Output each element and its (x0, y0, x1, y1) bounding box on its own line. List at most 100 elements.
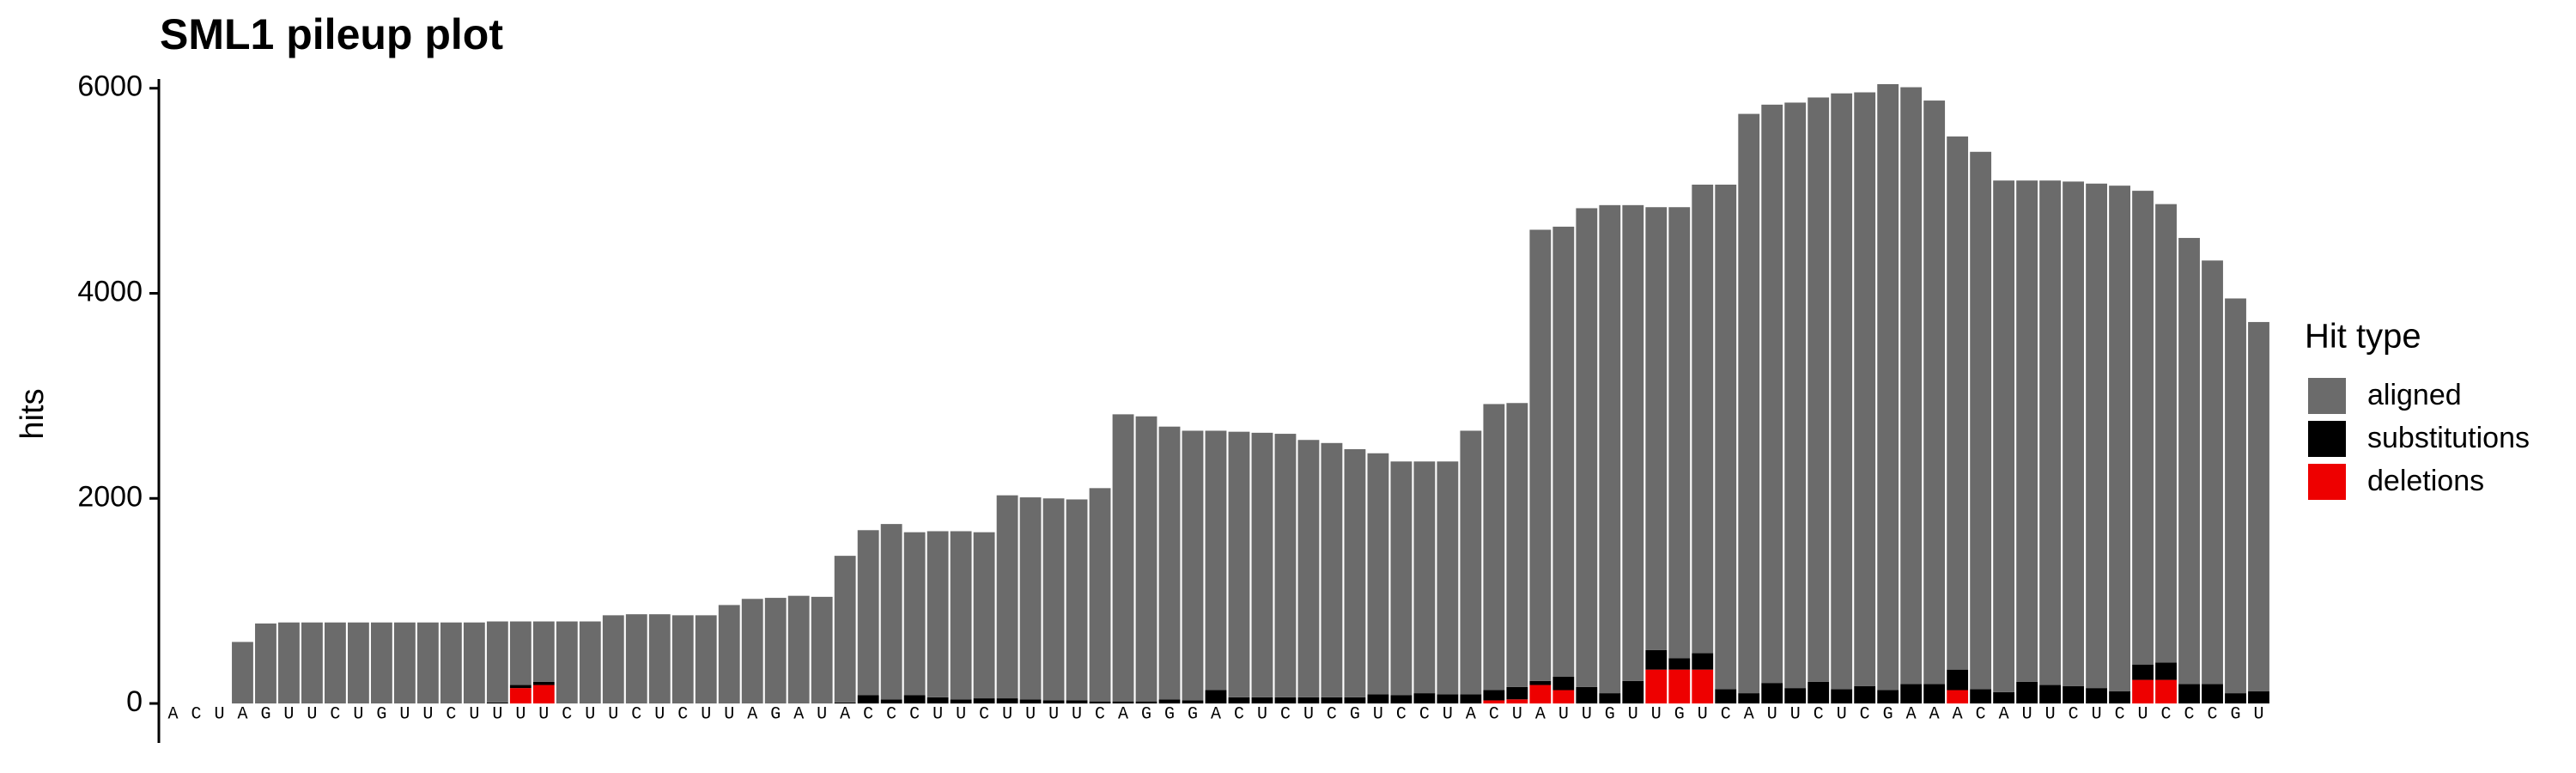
x-tick-label: C (1280, 704, 1291, 724)
bar-segment (996, 495, 1018, 699)
bar-segment (1947, 136, 1969, 670)
bar-segment (1599, 693, 1621, 704)
bar-segment (950, 531, 972, 700)
bar-segment (2202, 684, 2223, 704)
x-tick-label: G (376, 704, 386, 724)
x-tick-label: U (214, 704, 224, 724)
x-tick-label: U (492, 704, 502, 724)
x-tick-label: A (1906, 704, 1917, 724)
bar-segment (1877, 690, 1899, 704)
bar-segment (440, 622, 462, 704)
x-tick-label: A (1211, 704, 1221, 724)
x-tick-label: G (1605, 704, 1615, 724)
bar-segment (1900, 87, 1923, 685)
x-tick-label: U (724, 704, 734, 724)
bar-segment (1645, 207, 1668, 650)
bar-segment (1576, 208, 1598, 687)
x-tick-label: C (1721, 704, 1731, 724)
bar-segment (1019, 497, 1042, 700)
bar-segment (1715, 184, 1737, 690)
bar-segment (1089, 488, 1111, 702)
bar-segment (2039, 180, 2062, 685)
bar-segment (1692, 669, 1714, 704)
x-tick-label: U (283, 704, 294, 724)
bar-segment (1506, 686, 1528, 700)
x-tick-label: G (1350, 704, 1360, 724)
x-tick-label: C (1419, 704, 1430, 724)
bar-segment (1831, 93, 1853, 690)
bar-segment (1854, 92, 1876, 686)
bar-segment (509, 688, 532, 704)
x-tick-label: U (1767, 704, 1777, 724)
bar-segment (1483, 404, 1505, 691)
x-tick-label: U (933, 704, 943, 724)
x-tick-label: U (1628, 704, 1638, 724)
x-tick-label: U (1072, 704, 1082, 724)
bar-segment (1182, 700, 1204, 704)
x-tick-label: C (562, 704, 572, 724)
bar-segment (1135, 416, 1157, 702)
bar-segment (1019, 699, 1042, 704)
bar-segment (2016, 180, 2038, 682)
legend-label: substitutions (2367, 422, 2530, 454)
bar-segment (996, 698, 1018, 704)
bar-segment (1923, 684, 1946, 704)
bar-segment (1993, 180, 2015, 692)
x-tick-label: C (1396, 704, 1406, 724)
bar-segment (1900, 684, 1923, 704)
bar-segment (1251, 697, 1273, 704)
bar-segment (1066, 700, 1088, 704)
bar-segment (1970, 689, 1992, 704)
bar-segment (1228, 697, 1250, 704)
bar-segment (232, 642, 253, 704)
bar-segment (532, 685, 555, 704)
bar-segment (834, 556, 856, 703)
x-tick-label: G (260, 704, 270, 724)
x-tick-label: C (2208, 704, 2218, 724)
bar-segment (1506, 403, 1528, 687)
bar-segment (741, 599, 763, 704)
bar-segment (671, 615, 694, 704)
bar-segment (950, 699, 972, 704)
bar-segment (927, 531, 949, 697)
bar-segment (2155, 204, 2177, 663)
x-tick-label: U (422, 704, 433, 724)
bar-segment (2248, 321, 2269, 691)
bar-segment (1066, 499, 1088, 701)
x-tick-label: C (631, 704, 641, 724)
bar-segment (1552, 690, 1575, 704)
bar-segment (1367, 453, 1389, 695)
bar-segment (1135, 701, 1157, 704)
bar-segment (2109, 691, 2130, 704)
x-tick-label: C (909, 704, 920, 724)
bar-segment (556, 621, 578, 704)
x-tick-label: C (979, 704, 989, 724)
y-tick-label: 2000 (77, 480, 143, 513)
x-tick-label: U (1558, 704, 1569, 724)
bar-segment (1784, 102, 1807, 689)
x-tick-label: U (817, 704, 827, 724)
y-axis-label: hits (15, 388, 51, 439)
x-tick-label: C (1976, 704, 1986, 724)
x-tick-label: A (747, 704, 757, 724)
bar-segment (1483, 700, 1505, 704)
bar-segment (857, 530, 879, 696)
x-tick-label: U (585, 704, 595, 724)
bar-segment (1668, 669, 1691, 704)
bar-segment (1228, 431, 1250, 697)
x-tick-label: U (2138, 704, 2148, 724)
bar-segment (1738, 113, 1760, 694)
x-tick-label: U (1582, 704, 1592, 724)
x-tick-label: C (1489, 704, 1499, 724)
bar-segment (2063, 181, 2085, 686)
bar-segment (1831, 689, 1853, 704)
x-tick-label: C (1095, 704, 1105, 724)
bar-segment (1947, 690, 1969, 704)
bar-segment (1089, 701, 1111, 704)
bar-segment (648, 614, 671, 704)
x-tick-label: A (840, 704, 850, 724)
bar-segment (1344, 697, 1366, 704)
y-tick-label: 6000 (77, 70, 143, 103)
